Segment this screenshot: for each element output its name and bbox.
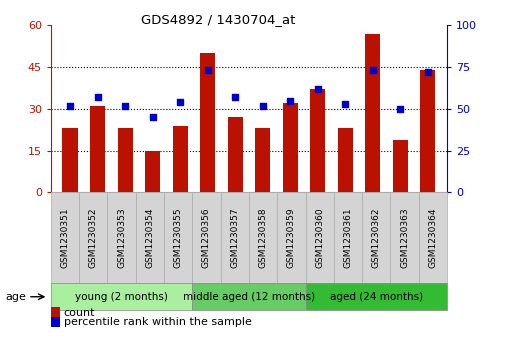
Text: GSM1230356: GSM1230356 bbox=[202, 207, 211, 268]
Bar bbox=[310, 89, 325, 192]
Bar bbox=[255, 129, 270, 192]
Text: GSM1230362: GSM1230362 bbox=[372, 208, 381, 268]
Point bbox=[121, 103, 129, 109]
Point bbox=[259, 103, 267, 109]
Text: GSM1230360: GSM1230360 bbox=[315, 207, 324, 268]
Bar bbox=[62, 129, 78, 192]
Bar bbox=[90, 106, 105, 192]
Text: GSM1230357: GSM1230357 bbox=[230, 207, 239, 268]
Text: GSM1230353: GSM1230353 bbox=[117, 207, 126, 268]
Bar bbox=[338, 129, 353, 192]
Point bbox=[396, 106, 404, 112]
Point bbox=[176, 99, 184, 105]
Bar bbox=[200, 53, 215, 192]
Point bbox=[66, 103, 74, 109]
Text: age: age bbox=[5, 292, 26, 302]
Bar bbox=[145, 151, 160, 192]
Text: count: count bbox=[64, 308, 95, 318]
Text: percentile rank within the sample: percentile rank within the sample bbox=[64, 317, 251, 327]
Point bbox=[231, 94, 239, 100]
Point bbox=[148, 114, 156, 120]
Text: GSM1230354: GSM1230354 bbox=[145, 208, 154, 268]
Text: GSM1230355: GSM1230355 bbox=[174, 207, 183, 268]
Point bbox=[93, 94, 102, 100]
Text: GSM1230364: GSM1230364 bbox=[428, 208, 437, 268]
Bar bbox=[393, 139, 408, 192]
Text: GDS4892 / 1430704_at: GDS4892 / 1430704_at bbox=[141, 13, 296, 26]
Text: GSM1230359: GSM1230359 bbox=[287, 207, 296, 268]
Point bbox=[341, 101, 350, 107]
Point bbox=[424, 69, 432, 75]
Bar bbox=[117, 129, 133, 192]
Bar bbox=[365, 34, 380, 192]
Text: GSM1230361: GSM1230361 bbox=[343, 207, 353, 268]
Bar bbox=[173, 126, 187, 192]
Bar bbox=[228, 117, 243, 192]
Point bbox=[286, 98, 294, 103]
Bar bbox=[282, 103, 298, 192]
Text: GSM1230358: GSM1230358 bbox=[259, 207, 268, 268]
Text: GSM1230363: GSM1230363 bbox=[400, 207, 409, 268]
Text: young (2 months): young (2 months) bbox=[75, 292, 168, 302]
Text: aged (24 months): aged (24 months) bbox=[330, 292, 423, 302]
Text: middle aged (12 months): middle aged (12 months) bbox=[183, 292, 315, 302]
Bar bbox=[420, 70, 435, 192]
Point bbox=[369, 68, 377, 73]
Point bbox=[313, 86, 322, 92]
Text: GSM1230352: GSM1230352 bbox=[89, 208, 98, 268]
Point bbox=[204, 68, 212, 73]
Text: GSM1230351: GSM1230351 bbox=[60, 207, 70, 268]
